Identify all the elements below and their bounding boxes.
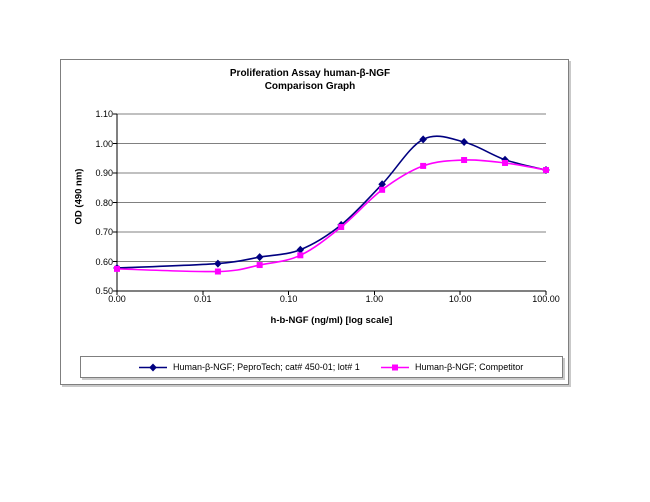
- marker-square-icon: [543, 167, 549, 174]
- marker-diamond-icon: [378, 180, 386, 189]
- marker-square-icon: [420, 162, 427, 169]
- marker-square-icon: [114, 265, 120, 272]
- legend-label-competitor: Human-β-NGF; Competitor: [415, 362, 524, 372]
- marker-diamond-icon: [419, 135, 427, 144]
- marker-square-icon: [502, 159, 509, 166]
- legend-marker-diamond-icon: [139, 363, 167, 371]
- marker-square-icon: [256, 262, 263, 269]
- series-line: [116, 135, 547, 269]
- marker-diamond-icon: [460, 138, 468, 147]
- marker-diamond-icon: [149, 363, 157, 371]
- legend-item-peprotech: Human-β-NGF; PeproTech; cat# 450-01; lot…: [139, 357, 360, 377]
- marker-diamond-icon: [296, 245, 305, 254]
- chart-title: Proliferation Assay human-β-NGF: [229, 68, 391, 79]
- y-axis-title: OD (490 nm): [73, 168, 85, 225]
- marker-square-icon: [461, 157, 468, 164]
- marker-square-icon: [214, 268, 221, 275]
- marker-square-icon: [379, 186, 386, 193]
- legend-item-competitor: Human-β-NGF; Competitor: [381, 357, 523, 377]
- legend-marker-square-icon: [381, 364, 409, 370]
- chart-frame: [60, 59, 569, 385]
- series-line: [116, 159, 547, 273]
- marker-square-icon: [338, 223, 345, 230]
- marker-diamond-icon: [214, 259, 222, 268]
- legend-label-peprotech: Human-β-NGF; PeproTech; cat# 450-01; lot…: [173, 362, 360, 372]
- marker-square-icon: [297, 252, 304, 259]
- legend: Human-β-NGF; PeproTech; cat# 450-01; lot…: [80, 356, 563, 378]
- x-axis-title: h-b-NGF (ng/ml) [log scale]: [270, 315, 393, 326]
- marker-square-icon: [392, 364, 398, 370]
- marker-diamond-icon: [255, 253, 264, 262]
- chart-subtitle: Comparison Graph: [264, 81, 356, 92]
